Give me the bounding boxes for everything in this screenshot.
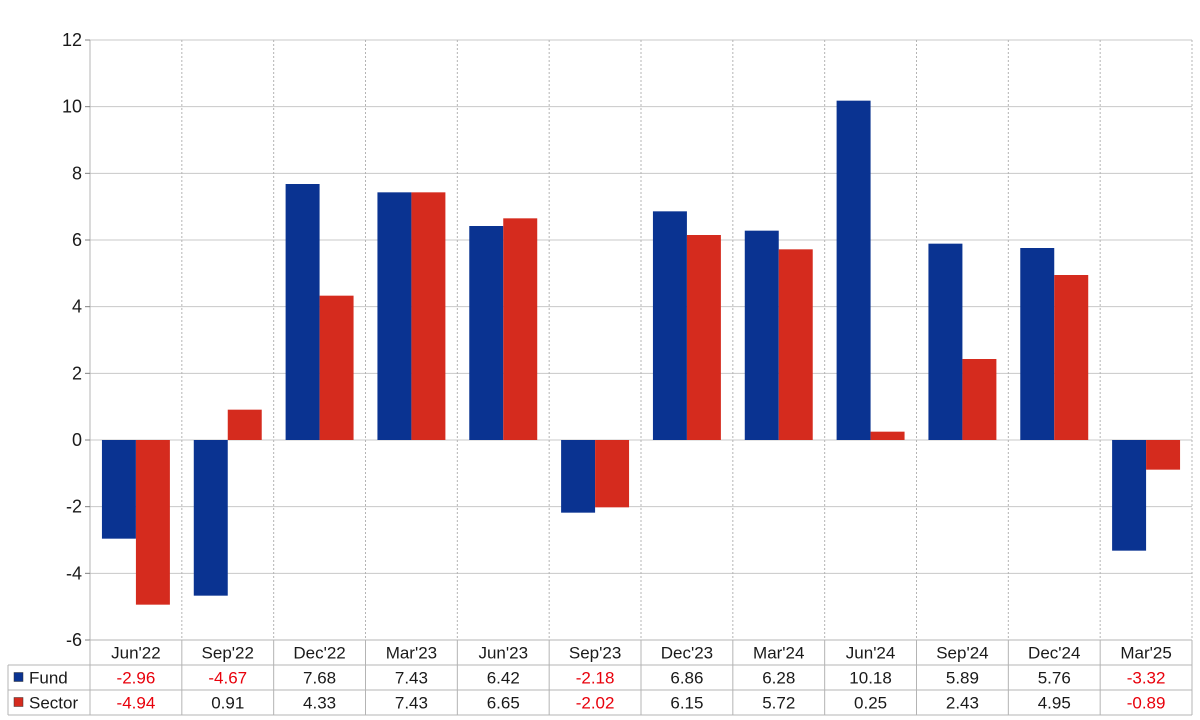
category-label: Dec'24: [1028, 644, 1080, 663]
bar-sector-11: [1146, 440, 1181, 470]
y-tick-label: 12: [62, 30, 82, 50]
bar-sector-5: [595, 440, 630, 508]
bar-sector-10: [1054, 275, 1089, 440]
y-tick-label: 2: [72, 363, 82, 383]
data-label-sector-1: 0.91: [211, 694, 244, 713]
data-label-sector-10: 4.95: [1038, 694, 1071, 713]
data-label-sector-4: 6.65: [487, 694, 520, 713]
data-label-fund-5: -2.18: [576, 669, 615, 688]
data-label-fund-9: 5.89: [946, 669, 979, 688]
legend-swatch-fund: [13, 672, 24, 682]
data-label-fund-10: 5.76: [1038, 669, 1071, 688]
bar-fund-1: [193, 440, 228, 596]
bar-fund-11: [1112, 440, 1147, 551]
data-table: Jun'22 Sep'22 Dec'22 Mar'23 Jun'23 Sep'23 Dec'…: [7, 639, 1193, 716]
data-label-fund-1: -4.67: [208, 669, 247, 688]
y-tick-label: 10: [62, 97, 82, 117]
category-label: Mar'24: [753, 644, 804, 663]
y-tick-label: 4: [72, 297, 82, 317]
bar-fund-3: [377, 192, 412, 440]
bar-sector-2: [319, 295, 354, 440]
y-axis-ticks: -6 -4 -2 0 2 4 6 8 10 12: [62, 30, 90, 650]
bar-fund-5: [561, 440, 596, 513]
data-label-sector-11: -0.89: [1127, 694, 1166, 713]
data-label-sector-3: 7.43: [395, 694, 428, 713]
bar-sector-8: [870, 431, 905, 440]
bar-fund-8: [836, 100, 871, 441]
category-label: Sep'22: [202, 644, 254, 663]
bar-sector-9: [962, 359, 997, 440]
data-label-sector-2: 4.33: [303, 694, 336, 713]
bar-fund-0: [101, 440, 136, 539]
legend-swatch-sector: [13, 697, 24, 707]
category-label: Sep'24: [936, 644, 988, 663]
category-label: Sep'23: [569, 644, 621, 663]
data-label-sector-7: 5.72: [762, 694, 795, 713]
bar-sector-1: [227, 409, 262, 440]
data-label-fund-2: 7.68: [303, 669, 336, 688]
bars: [101, 100, 1181, 605]
data-label-sector-5: -2.02: [576, 694, 615, 713]
y-tick-label: 6: [72, 230, 82, 250]
category-label: Jun'22: [111, 644, 161, 663]
y-tick-label: -4: [66, 563, 82, 583]
data-label-sector-8: 0.25: [854, 694, 887, 713]
grid-lines: [89, 39, 1193, 641]
category-label: Mar'23: [386, 644, 437, 663]
data-label-fund-4: 6.42: [487, 669, 520, 688]
bar-fund-7: [744, 230, 779, 440]
category-label: Jun'23: [478, 644, 528, 663]
y-tick-label: -6: [66, 630, 82, 650]
data-label-sector-0: -4.94: [117, 694, 156, 713]
category-label: Mar'25: [1120, 644, 1171, 663]
y-tick-label: 8: [72, 163, 82, 183]
bar-sector-0: [135, 440, 170, 605]
category-label: Dec'22: [293, 644, 345, 663]
data-label-fund-3: 7.43: [395, 669, 428, 688]
bar-fund-4: [469, 226, 504, 440]
data-label-fund-7: 6.28: [762, 669, 795, 688]
bar-sector-3: [411, 192, 446, 440]
bar-fund-2: [285, 184, 320, 440]
category-label: Jun'24: [846, 644, 896, 663]
data-label-sector-6: 6.15: [670, 694, 703, 713]
data-label-fund-11: -3.32: [1127, 669, 1166, 688]
bar-fund-10: [1020, 248, 1055, 440]
bar-fund-6: [652, 211, 687, 440]
bar-sector-7: [778, 249, 813, 440]
data-label-sector-9: 2.43: [946, 694, 979, 713]
data-label-fund-0: -2.96: [117, 669, 156, 688]
bar-fund-9: [928, 243, 963, 440]
y-tick-label: 0: [72, 430, 82, 450]
category-label: Dec'23: [661, 644, 713, 663]
data-label-fund-8: 10.18: [849, 669, 892, 688]
y-tick-label: -2: [66, 497, 82, 517]
legend-label-fund: Fund: [29, 669, 68, 688]
data-label-fund-6: 6.86: [670, 669, 703, 688]
legend-label-sector: Sector: [29, 694, 78, 713]
bar-sector-4: [503, 218, 538, 440]
bar-sector-6: [686, 235, 721, 440]
